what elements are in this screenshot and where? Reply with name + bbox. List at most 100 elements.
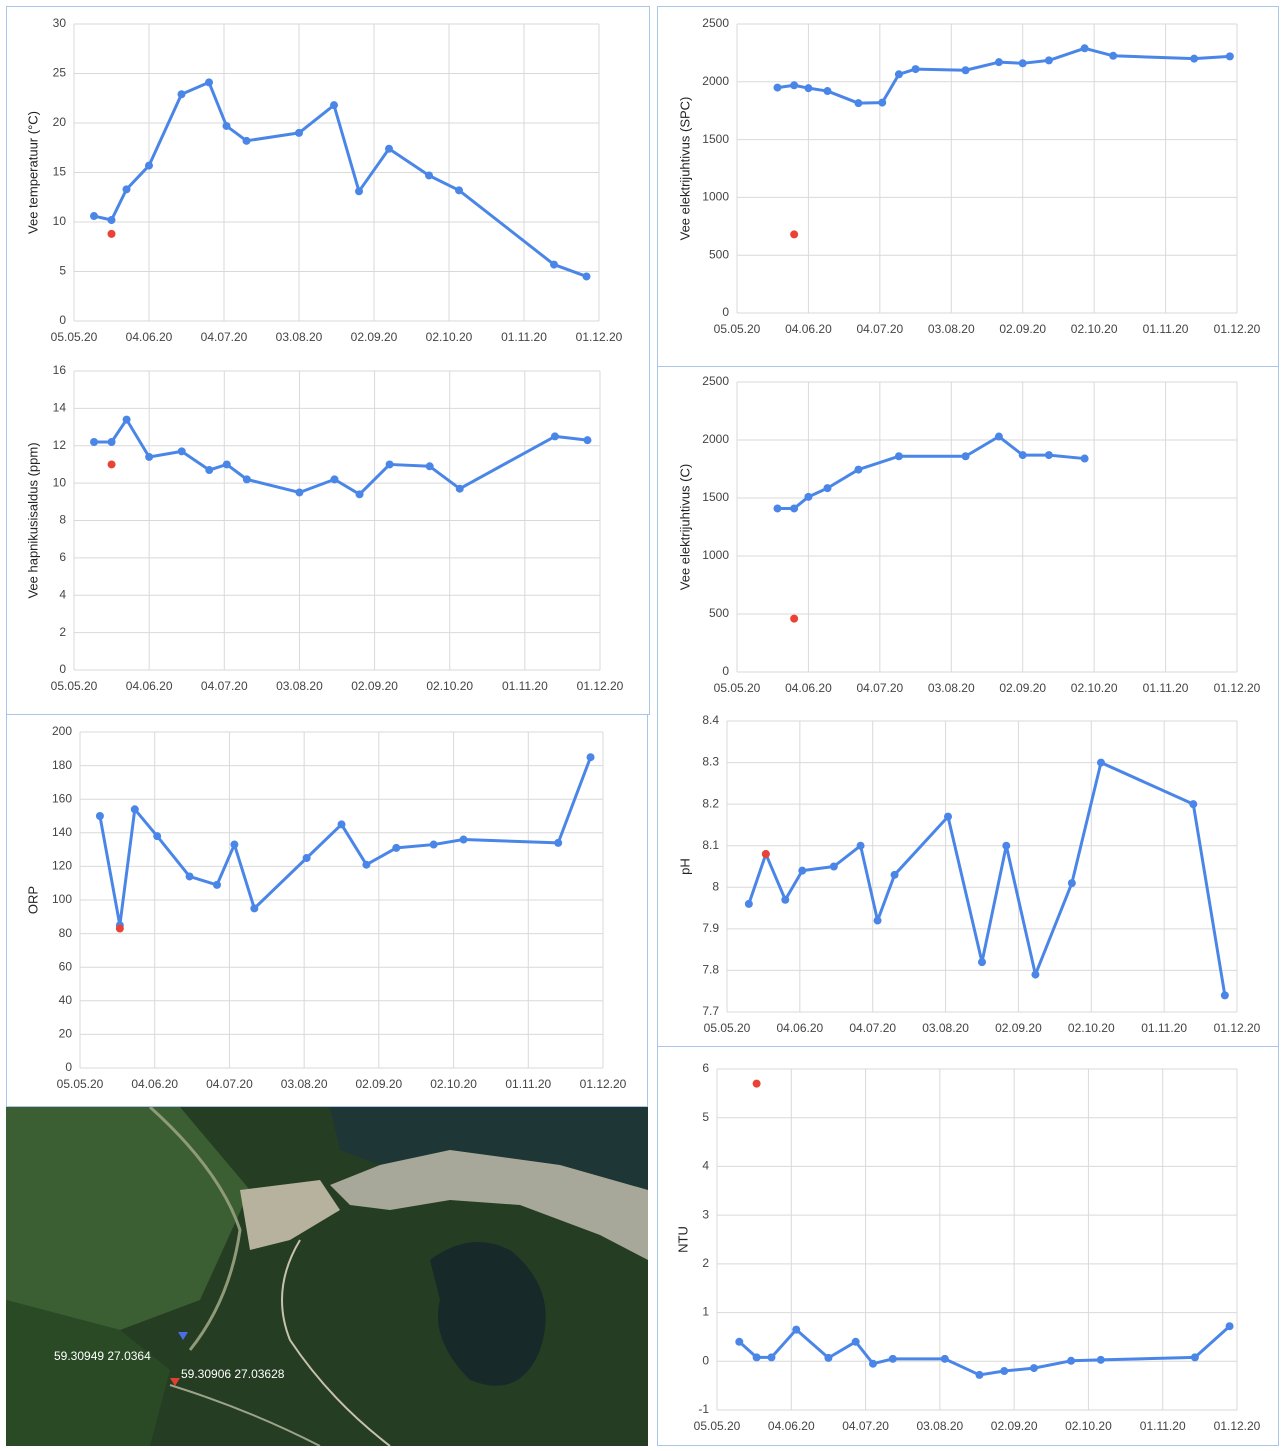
- x-tick-label: 05.05.20: [714, 322, 761, 336]
- data-point: [223, 460, 231, 468]
- data-point: [978, 958, 986, 966]
- data-point: [243, 137, 251, 145]
- data-point: [1191, 1353, 1199, 1361]
- y-tick-label: 200: [52, 724, 72, 738]
- data-point: [550, 261, 558, 269]
- data-point: [798, 867, 806, 875]
- data-point: [790, 81, 798, 89]
- x-tick-label: 01.11.20: [501, 330, 547, 344]
- data-point: [1190, 55, 1198, 63]
- data-point: [1109, 52, 1117, 60]
- data-point: [830, 863, 838, 871]
- data-point: [823, 484, 831, 492]
- y-tick-label: 16: [53, 363, 67, 377]
- data-point: [1081, 455, 1089, 463]
- x-tick-label: 04.07.20: [201, 679, 248, 693]
- data-point: [123, 185, 131, 193]
- data-point: [792, 1326, 800, 1334]
- x-tick-label: 04.06.20: [126, 679, 173, 693]
- data-point: [426, 462, 434, 470]
- data-point: [1045, 451, 1053, 459]
- data-point: [1226, 52, 1234, 60]
- x-tick-label: 03.08.20: [928, 322, 975, 336]
- data-point: [425, 171, 433, 179]
- y-tick-label: 0: [59, 313, 66, 327]
- data-point: [975, 1371, 983, 1379]
- data-point: [90, 212, 98, 220]
- data-point: [456, 485, 464, 493]
- y-tick-label: 1000: [702, 548, 729, 562]
- y-tick-label: 7.7: [702, 1004, 719, 1018]
- y-tick-label: 2500: [702, 374, 729, 388]
- y-tick-label: 1000: [702, 190, 729, 204]
- x-tick-label: 03.08.20: [276, 679, 323, 693]
- x-tick-label: 02.09.20: [991, 1419, 1038, 1433]
- y-tick-label: 8.3: [702, 755, 719, 769]
- data-point: [145, 162, 153, 170]
- data-point: [753, 1080, 761, 1088]
- data-point: [790, 504, 798, 512]
- data-point: [962, 452, 970, 460]
- y-tick-label: 0: [702, 1353, 709, 1367]
- y-tick-label: 2: [702, 1256, 709, 1270]
- data-point: [295, 488, 303, 496]
- data-point: [205, 78, 213, 86]
- y-tick-label: 80: [59, 926, 73, 940]
- data-point: [250, 904, 258, 912]
- x-tick-label: 04.06.20: [768, 1419, 815, 1433]
- data-point: [823, 87, 831, 95]
- y-tick-label: 0: [65, 1060, 72, 1074]
- data-point: [824, 1354, 832, 1362]
- data-point: [854, 466, 862, 474]
- data-point: [790, 615, 798, 623]
- x-tick-label: 05.05.20: [51, 330, 98, 344]
- y-tick-label: 0: [722, 664, 729, 678]
- data-point: [781, 896, 789, 904]
- data-point: [944, 813, 952, 821]
- x-tick-label: 04.07.20: [849, 1021, 896, 1035]
- data-point: [745, 900, 753, 908]
- data-point: [116, 925, 124, 933]
- x-tick-label: 01.11.20: [502, 679, 548, 693]
- data-point: [213, 881, 221, 889]
- data-point: [243, 475, 251, 483]
- data-point: [1221, 991, 1229, 999]
- y-tick-label: 20: [53, 115, 67, 129]
- x-tick-label: 04.06.20: [776, 1021, 823, 1035]
- data-point: [96, 812, 104, 820]
- x-tick-label: 02.10.20: [1071, 322, 1118, 336]
- y-tick-label: 2000: [702, 432, 729, 446]
- x-tick-label: 04.06.20: [785, 681, 832, 695]
- x-tick-label: 04.07.20: [842, 1419, 889, 1433]
- data-point: [392, 844, 400, 852]
- data-point: [1045, 56, 1053, 64]
- y-tick-label: 180: [52, 758, 72, 772]
- data-point: [145, 453, 153, 461]
- x-tick-label: 05.05.20: [694, 1419, 741, 1433]
- x-tick-label: 03.08.20: [276, 330, 323, 344]
- x-tick-label: 04.06.20: [131, 1077, 178, 1091]
- x-tick-label: 01.11.20: [505, 1077, 551, 1091]
- data-point: [554, 839, 562, 847]
- y-tick-label: 500: [709, 606, 729, 620]
- x-tick-label: 02.10.20: [430, 1077, 477, 1091]
- y-axis-title: ORP: [25, 886, 40, 914]
- data-point: [123, 416, 131, 424]
- data-point: [762, 850, 770, 858]
- data-point: [1019, 451, 1027, 459]
- x-tick-label: 03.08.20: [916, 1419, 963, 1433]
- data-point: [1189, 800, 1197, 808]
- data-point: [1226, 1322, 1234, 1330]
- y-tick-label: 12: [53, 438, 67, 452]
- data-point: [178, 90, 186, 98]
- data-point: [773, 84, 781, 92]
- data-point: [854, 99, 862, 107]
- y-tick-label: 14: [53, 401, 67, 415]
- y-tick-label: 25: [53, 66, 67, 80]
- x-tick-label: 04.07.20: [206, 1077, 253, 1091]
- data-point: [230, 841, 238, 849]
- data-point: [303, 854, 311, 862]
- y-tick-label: 500: [709, 247, 729, 261]
- y-tick-label: 5: [702, 1110, 709, 1124]
- y-tick-label: 4: [702, 1159, 709, 1173]
